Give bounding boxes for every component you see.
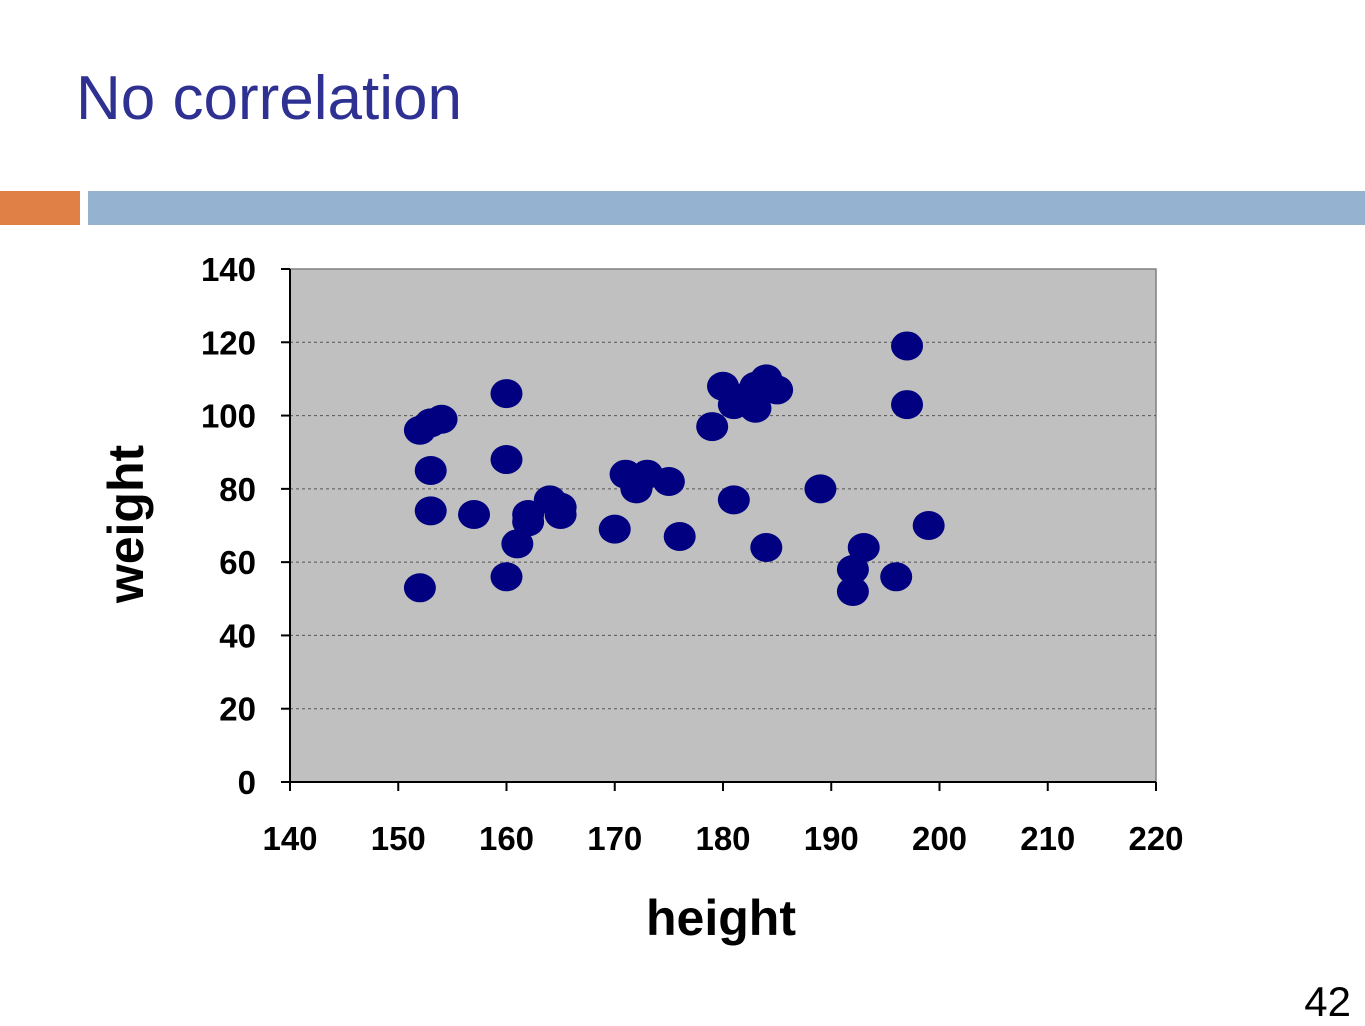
data-point	[458, 500, 491, 530]
data-point	[490, 445, 523, 475]
data-point	[836, 576, 869, 606]
data-point	[663, 521, 696, 551]
x-axis-label: height	[646, 890, 796, 946]
y-tick-label: 20	[219, 691, 256, 728]
data-point	[880, 562, 913, 592]
page-number: 42	[1304, 978, 1351, 1025]
data-point	[490, 379, 523, 409]
x-tick-label: 190	[804, 820, 859, 857]
y-tick-label: 100	[201, 398, 256, 435]
data-point	[696, 412, 729, 442]
header-accent-orange-bar	[0, 191, 80, 225]
y-tick-label: 80	[219, 471, 256, 508]
x-tick-label: 220	[1128, 820, 1183, 857]
y-tick-label: 140	[201, 251, 256, 288]
slide-title: No correlation	[76, 64, 462, 133]
axes	[281, 268, 1157, 791]
data-point	[501, 529, 534, 559]
data-point	[490, 562, 523, 592]
data-point	[414, 496, 447, 526]
y-axis-label: weight	[98, 444, 154, 604]
data-point	[544, 500, 577, 530]
data-point	[717, 485, 750, 515]
data-point	[739, 393, 772, 423]
data-point	[652, 467, 685, 497]
y-tick-label: 120	[201, 324, 256, 361]
data-point	[414, 456, 447, 486]
header-accent-blue-bar	[88, 191, 1365, 225]
plot-area	[289, 268, 1157, 783]
data-point	[750, 532, 783, 562]
y-tick-label: 60	[219, 544, 256, 581]
y-tick-label: 0	[238, 764, 256, 801]
data-points	[403, 331, 945, 606]
data-point	[403, 573, 436, 603]
x-tick-label: 170	[587, 820, 642, 857]
x-tick-label: 180	[695, 820, 750, 857]
x-tick-label: 200	[912, 820, 967, 857]
data-point	[512, 507, 545, 537]
data-point	[804, 474, 837, 504]
x-tick-label: 150	[371, 820, 426, 857]
y-tick-label: 40	[219, 617, 256, 654]
x-tick-label: 140	[262, 820, 317, 857]
data-point	[891, 331, 924, 361]
x-tick-label: 160	[479, 820, 534, 857]
y-axis-tick-labels: 0 20 40 60 80 100 120 140	[201, 251, 256, 801]
data-point	[836, 554, 869, 584]
x-tick-label: 210	[1020, 820, 1075, 857]
data-point	[847, 532, 880, 562]
data-point	[891, 390, 924, 420]
data-point	[598, 514, 631, 544]
data-point	[912, 511, 945, 540]
x-axis-tick-labels: 140 150 160 170 180 190 200 210 220	[262, 820, 1183, 857]
data-point	[761, 375, 794, 405]
data-point	[425, 404, 458, 434]
